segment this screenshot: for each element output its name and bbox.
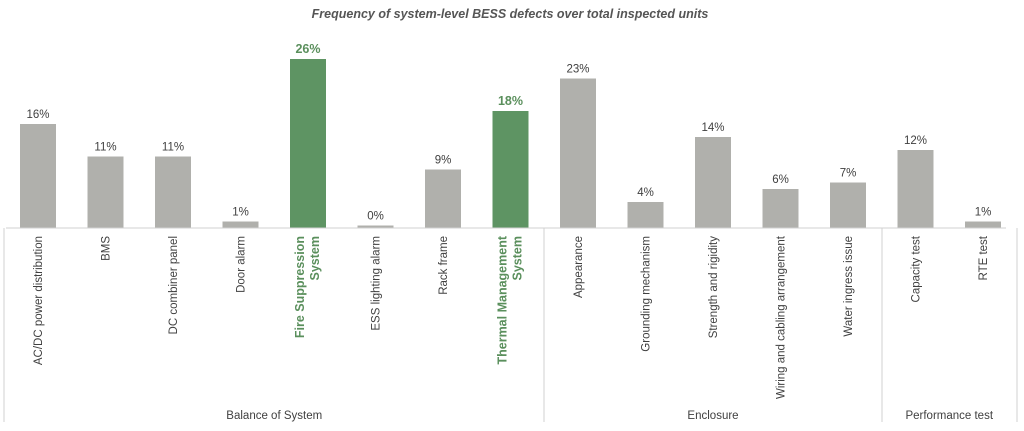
data-label: 12% — [904, 135, 927, 147]
category-label: RTE test — [978, 235, 990, 280]
category-label: ESS lighting alarm — [371, 236, 383, 331]
category-label: Thermal ManagementSystem — [496, 235, 525, 364]
data-label: 11% — [162, 142, 184, 154]
bar — [627, 202, 664, 228]
data-label: 23% — [566, 64, 589, 76]
group-label: Performance test — [905, 410, 993, 422]
category-label: DC combiner panel — [168, 236, 180, 334]
data-label: 9% — [435, 155, 452, 167]
bar — [830, 182, 866, 228]
group-label: Enclosure — [687, 410, 738, 422]
data-label: 1% — [232, 207, 249, 219]
bar — [357, 225, 394, 228]
data-label: 7% — [840, 168, 857, 180]
data-label: 0% — [367, 211, 384, 223]
category-label: Rack frame — [438, 236, 450, 295]
data-label: 4% — [637, 187, 654, 199]
bar — [155, 156, 191, 228]
category-label: Grounding mechanism — [641, 236, 653, 352]
bar — [560, 78, 596, 228]
chart-title: Frequency of system-level BESS defects o… — [312, 7, 709, 21]
category-label: Strength and rigidity — [708, 236, 720, 339]
bar — [695, 137, 731, 228]
bar — [492, 111, 529, 228]
bar — [222, 221, 259, 228]
bar — [20, 124, 56, 228]
category-label: Capacity test — [911, 235, 923, 302]
bar — [965, 221, 1001, 228]
data-label: 16% — [26, 109, 49, 121]
group-label: Balance of System — [226, 410, 322, 422]
bar — [87, 156, 124, 228]
data-label: 14% — [701, 122, 724, 134]
bar — [425, 169, 461, 228]
category-label: Fire SuppressionSystem — [293, 236, 322, 338]
bar — [762, 189, 799, 228]
data-label: 11% — [94, 142, 116, 154]
category-label: Water ingress issue — [843, 236, 855, 337]
category-label: Wiring and cabling arrangement — [776, 235, 788, 399]
category-label: AC/DC power distribution — [33, 236, 45, 365]
data-label: 1% — [975, 207, 992, 219]
data-label: 18% — [498, 94, 523, 108]
category-label: Door alarm — [236, 236, 248, 293]
category-label: Appearance — [573, 236, 585, 298]
data-label: 26% — [295, 42, 320, 56]
bar — [290, 59, 326, 228]
data-label: 6% — [772, 174, 789, 186]
bar — [897, 150, 934, 228]
category-label: BMS — [101, 236, 113, 261]
